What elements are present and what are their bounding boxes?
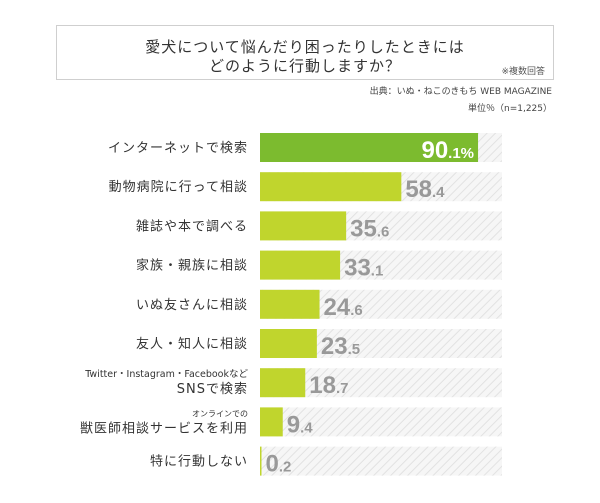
value-label: 9.4 bbox=[287, 411, 314, 438]
title-line-2: どのように行動しますか？ bbox=[208, 57, 401, 75]
bar-track bbox=[260, 446, 502, 476]
question-box: 愛犬について悩んだり困ったりしたときには どのように行動しますか？ ※複数回答 bbox=[56, 25, 554, 80]
category-label: 雑誌や本で調べる bbox=[136, 218, 248, 234]
bar bbox=[260, 407, 283, 437]
category-sublabel: Twitter・Instagram・Facebookなど bbox=[84, 369, 248, 380]
category-label: 動物病院に行って相談 bbox=[109, 179, 248, 195]
bar bbox=[260, 368, 306, 398]
bar bbox=[260, 446, 262, 476]
title-line-1: 愛犬について悩んだり困ったりしたときには bbox=[145, 38, 465, 56]
category-label: 特に行動しない bbox=[150, 455, 248, 470]
category-label: 家族・親族に相談 bbox=[136, 258, 248, 274]
bar bbox=[260, 211, 347, 241]
unit: 単位％（n=1,225） bbox=[467, 104, 552, 114]
value-label: 90.1% bbox=[421, 137, 474, 164]
value-label: 58.4 bbox=[405, 176, 445, 203]
bar bbox=[260, 289, 320, 319]
value-label: 24.6 bbox=[324, 294, 363, 321]
value-label: 33.1 bbox=[344, 255, 383, 282]
bar bbox=[260, 133, 479, 162]
category-sublabel: オンラインでの bbox=[192, 409, 248, 418]
value-label: 0.2 bbox=[266, 451, 292, 478]
category-label: インターネットで検索 bbox=[108, 141, 248, 156]
value-label: 18.7 bbox=[309, 372, 348, 399]
bar bbox=[260, 250, 341, 280]
multiple-answer-note: ※複数回答 bbox=[501, 67, 545, 77]
bar-track bbox=[260, 407, 502, 437]
category-label: 友人・知人に相談 bbox=[136, 336, 248, 352]
bar bbox=[260, 329, 317, 358]
category-label: SNSで検索 bbox=[177, 382, 248, 397]
category-label: 獣医師相談サービスを利用 bbox=[80, 420, 248, 436]
value-label: 23.5 bbox=[321, 333, 360, 360]
source: 出典：いぬ・ねこのきもち WEB MAGAZINE bbox=[369, 87, 552, 97]
bar bbox=[260, 172, 402, 202]
value-label: 35.6 bbox=[350, 215, 389, 242]
category-label: いぬ友さんに相談 bbox=[136, 297, 248, 313]
